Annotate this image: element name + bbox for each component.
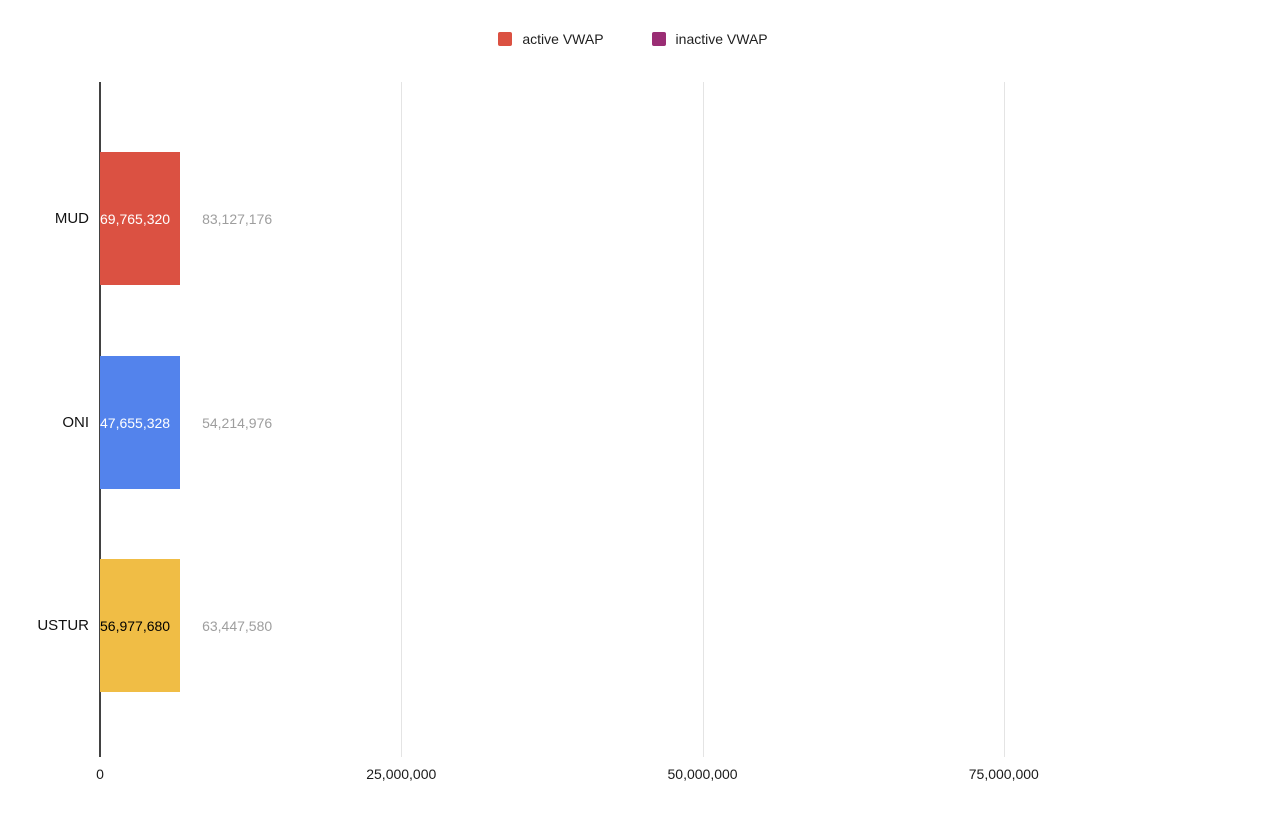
bar-total-label: 54,214,976 xyxy=(202,414,273,431)
legend-item-active-vwap[interactable]: active VWAP xyxy=(498,31,604,47)
legend-label: inactive VWAP xyxy=(675,31,768,47)
legend-label: active VWAP xyxy=(522,31,604,47)
bar-segment-active[interactable]: 56,977,680 xyxy=(100,559,181,692)
x-axis-tick-label: 25,000,000 xyxy=(366,766,437,782)
x-axis-tick-label: 50,000,000 xyxy=(667,766,738,782)
plot-area: 69,765,320 83,127,176 47,655,328 54,214,… xyxy=(99,82,1240,757)
category-label-mud: MUD xyxy=(54,210,89,227)
bar-segment-active[interactable]: 69,765,320 xyxy=(100,152,181,285)
gridline xyxy=(401,82,403,757)
bar-row-ustur: 56,977,680 63,447,580 xyxy=(100,559,272,692)
gridline xyxy=(1003,82,1005,757)
x-axis-tick-label: 0 xyxy=(96,766,104,782)
legend-swatch-active-icon xyxy=(498,32,513,46)
bar-segment-active[interactable]: 47,655,328 xyxy=(100,356,181,489)
bar-segment-label: 56,977,680 xyxy=(100,617,171,634)
legend-swatch-inactive-icon xyxy=(651,32,666,46)
bar-total-label: 83,127,176 xyxy=(202,210,273,227)
gridline xyxy=(702,82,704,757)
bar-total-label: 63,447,580 xyxy=(202,617,273,634)
category-label-oni: ONI xyxy=(62,414,89,431)
bar-segment-label: 47,655,328 xyxy=(100,414,171,431)
bar-row-mud: 69,765,320 83,127,176 xyxy=(100,152,272,285)
bar-row-oni: 47,655,328 54,214,976 xyxy=(100,356,272,489)
legend: active VWAP inactive VWAP xyxy=(0,31,1266,47)
bar-segment-label: 69,765,320 xyxy=(100,210,171,227)
y-axis-category-labels: MUD ONI USTUR xyxy=(0,82,94,757)
legend-item-inactive-vwap[interactable]: inactive VWAP xyxy=(651,31,768,47)
x-axis-tick-label: 75,000,000 xyxy=(968,766,1039,782)
x-axis-labels: 0 25,000,000 50,000,000 75,000,000 xyxy=(96,766,1240,788)
category-label-ustur: USTUR xyxy=(37,617,89,634)
